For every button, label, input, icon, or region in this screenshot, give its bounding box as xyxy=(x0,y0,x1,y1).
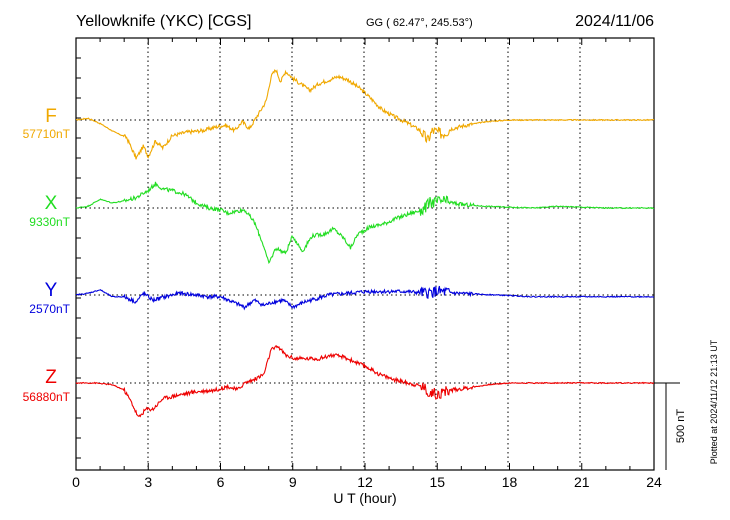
x-tick-label-21: 21 xyxy=(574,474,590,490)
series-name-x: X xyxy=(45,193,58,214)
series-name-y: Y xyxy=(45,280,58,301)
station-title: Yellowknife (YKC) [CGS] xyxy=(76,13,251,30)
grid-lines xyxy=(147,38,581,470)
x-tick-labels: 0 3 6 9 12 15 18 21 24 xyxy=(72,474,662,490)
series-line-y xyxy=(75,285,655,311)
plotted-timestamp: Plotted at 2024/11/12 21:13 UT xyxy=(709,339,719,464)
x-tick-label-18: 18 xyxy=(502,474,518,490)
axis-ticks xyxy=(75,38,655,470)
series-name-f: F xyxy=(45,106,57,127)
series-line-z xyxy=(75,344,655,418)
series-line-x xyxy=(75,181,655,265)
station-coordinates: GG ( 62.47°, 245.53°) xyxy=(366,17,473,29)
scale-bar: 500 nT xyxy=(654,382,687,470)
baseline-label-f: 57710nT xyxy=(23,127,71,141)
baseline-label-z: 56880nT xyxy=(23,390,71,404)
series-name-z: Z xyxy=(45,367,57,388)
baseline-label-x: 9330nT xyxy=(29,215,70,229)
x-tick-label-9: 9 xyxy=(289,474,297,490)
scale-bar-label: 500 nT xyxy=(675,409,687,444)
x-tick-label-3: 3 xyxy=(144,474,152,490)
baseline-label-y: 2570nT xyxy=(29,302,70,316)
x-tick-label-15: 15 xyxy=(429,474,445,490)
x-tick-label-24: 24 xyxy=(646,474,662,490)
series-line-f xyxy=(75,69,655,160)
chart-date: 2024/11/06 xyxy=(575,13,654,30)
x-tick-label-0: 0 xyxy=(72,474,80,490)
x-tick-label-6: 6 xyxy=(217,474,225,490)
x-axis-label: U T (hour) xyxy=(333,490,396,506)
plot-frame xyxy=(75,37,655,471)
x-tick-label-12: 12 xyxy=(357,474,373,490)
